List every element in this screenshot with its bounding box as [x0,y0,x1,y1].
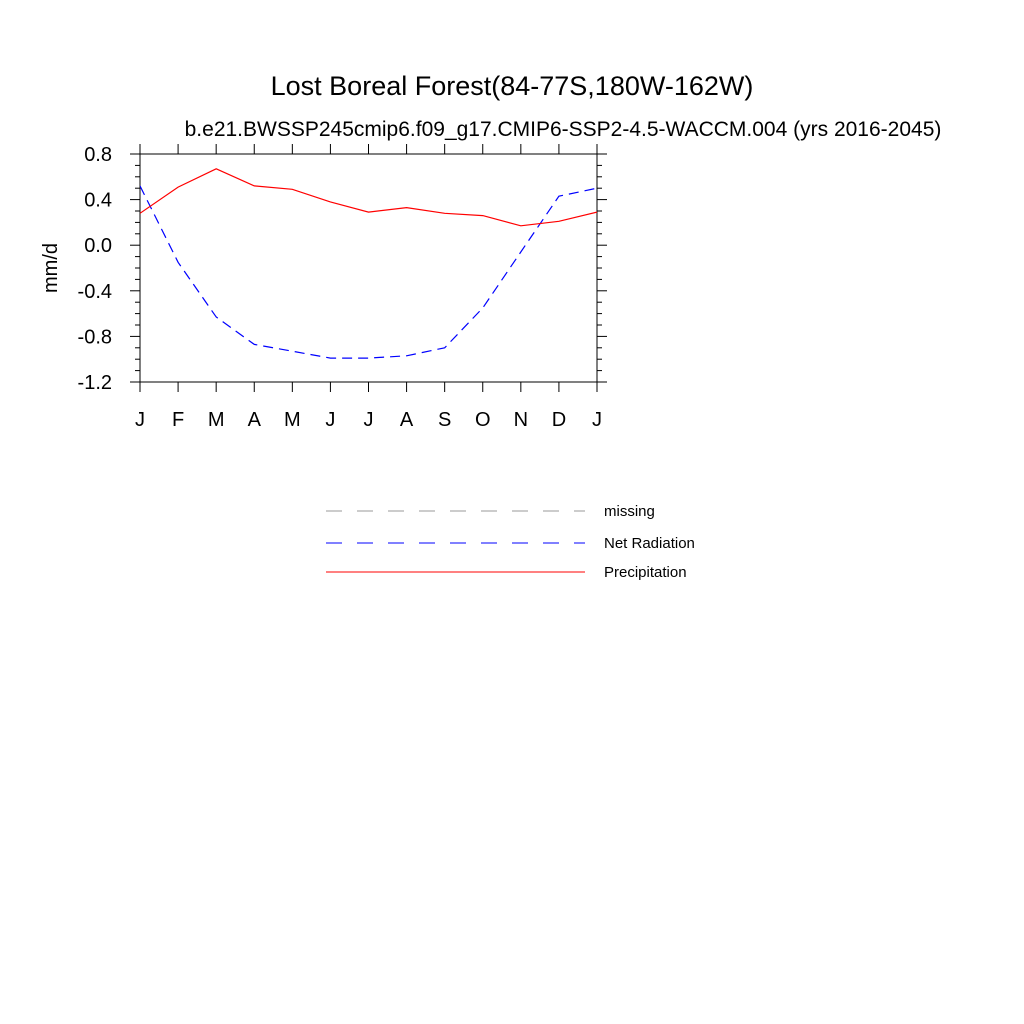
y-tick-label: -0.4 [78,281,112,303]
x-tick-label: J [592,409,602,431]
x-tick-label: D [552,409,566,431]
y-tick-label: -1.2 [78,372,112,394]
legend: missing Net Radiation Precipitation [326,503,695,581]
chart-title: Lost Boreal Forest(84-77S,180W-162W) [271,71,754,101]
x-tick-label: F [172,409,184,431]
plot-frame [139,153,598,383]
x-tick-label: M [208,409,225,431]
x-tick-label: A [400,409,414,431]
x-tick-label: J [364,409,374,431]
series-line-net-radiation [140,185,597,359]
x-tick-label: A [248,409,262,431]
legend-label: missing [604,503,655,520]
legend-label: Net Radiation [604,535,695,552]
series-line-precipitation [140,168,597,227]
chart-subtitle: b.e21.BWSSP245cmip6.f09_g17.CMIP6-SSP2-4… [185,118,942,141]
x-tick-label: O [475,409,491,431]
plot-area: 0.80.40.0-0.4-0.8-1.2J F M A M J J A S O N D J [78,144,607,431]
x-tick-label: J [325,409,335,431]
y-tick-label: -0.8 [78,326,112,348]
x-tick-label: J [135,409,145,431]
x-tick-label: N [514,409,528,431]
legend-label: Precipitation [604,564,687,581]
y-axis-label: mm/d [40,243,62,293]
y-tick-label: 0.8 [84,144,112,166]
x-tick-label: S [438,409,451,431]
y-tick-label: 0.4 [84,190,112,212]
y-tick-label: 0.0 [84,235,112,257]
x-tick-label: M [284,409,301,431]
